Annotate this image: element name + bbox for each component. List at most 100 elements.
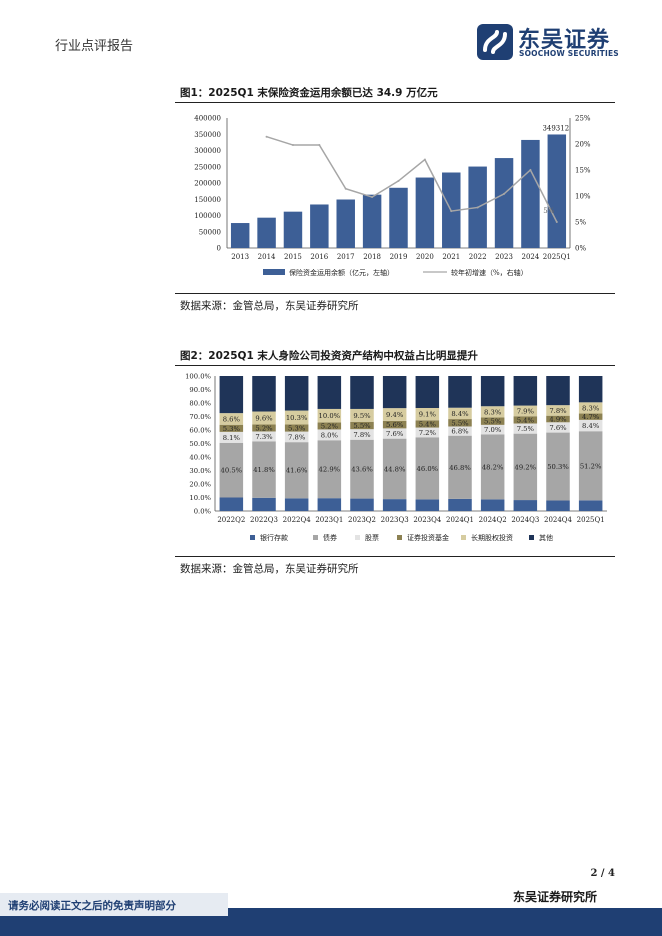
- legend-label: 长期股权投资: [471, 533, 513, 542]
- segment-label: 5.5%: [451, 419, 469, 427]
- stack-segment: [284, 498, 309, 511]
- stack-segment: [219, 413, 244, 425]
- stack-segment: [513, 433, 538, 501]
- x-tick-label: 2016: [310, 253, 328, 261]
- stack-segment: [252, 376, 276, 412]
- x-tick-label: 2024Q4: [544, 516, 573, 524]
- stack-segment: [284, 424, 309, 432]
- stack-segment: [284, 410, 309, 425]
- x-tick-label: 2024: [522, 253, 540, 261]
- x-tick-label: 2022Q3: [250, 516, 278, 524]
- growth-point: [371, 196, 374, 199]
- legend-swatch: [529, 535, 534, 540]
- segment-label: 7.2%: [419, 429, 437, 437]
- segment-label: 8.1%: [223, 434, 241, 442]
- y-left-tick-label: 150000: [194, 196, 221, 204]
- stack-segment: [513, 405, 538, 417]
- stack-segment: [480, 406, 505, 418]
- y-right-tick-label: 0%: [575, 245, 586, 253]
- segment-label: 40.5%: [221, 467, 243, 475]
- legend-label-line: 较年初增速（%，右轴）: [451, 268, 528, 277]
- segment-label: 41.6%: [286, 467, 308, 475]
- stack-segment: [317, 408, 342, 423]
- footer-tab: [0, 893, 228, 916]
- x-tick-label: 2025Q1: [577, 516, 605, 524]
- bar: [336, 199, 355, 248]
- segment-label: 7.0%: [484, 426, 502, 434]
- segment-label: 10.0%: [319, 412, 341, 420]
- figure1-source: 数据来源：金管总局，东吴证券研究所: [180, 300, 359, 312]
- y-tick-label: 60.0%: [189, 427, 211, 435]
- bar: [283, 211, 303, 248]
- segment-label: 5.3%: [288, 425, 306, 433]
- legend-label: 其他: [539, 533, 553, 542]
- segment-label: 49.2%: [515, 463, 537, 471]
- legend-swatch: [313, 535, 318, 540]
- stack-segment: [382, 438, 407, 500]
- segment-label: 4.7%: [582, 413, 600, 421]
- segment-label: 50.3%: [547, 463, 569, 471]
- x-tick-label: 2015: [284, 253, 302, 261]
- segment-label: 48.2%: [482, 463, 504, 471]
- figure1-bottom-rule: [175, 293, 615, 294]
- growth-point: [397, 179, 400, 182]
- growth-point: [450, 210, 453, 213]
- stack-segment: [252, 497, 276, 511]
- bar: [257, 217, 276, 248]
- x-tick-label: 2025Q1: [543, 253, 571, 261]
- bar: [494, 158, 514, 248]
- legend-label: 银行存款: [260, 533, 288, 542]
- logo-text-en: SOOCHOW SECURITIES: [519, 49, 619, 58]
- x-tick-label: 2018: [363, 253, 381, 261]
- segment-label: 5.5%: [484, 418, 502, 426]
- bar: [389, 187, 408, 248]
- segment-label: 8.6%: [223, 415, 241, 423]
- y-right-tick-label: 10%: [575, 193, 591, 201]
- legend-swatch: [250, 535, 255, 540]
- y-tick-label: 90.0%: [189, 386, 211, 394]
- stack-segment: [546, 376, 570, 406]
- segment-label: 5.2%: [321, 422, 339, 430]
- y-tick-label: 20.0%: [189, 481, 211, 489]
- bar: [310, 204, 329, 248]
- stack-segment: [252, 441, 276, 498]
- y-left-tick-label: 250000: [194, 163, 221, 171]
- y-left-tick-label: 350000: [194, 131, 221, 139]
- stack-segment: [317, 498, 342, 511]
- segment-label: 5.2%: [255, 424, 273, 432]
- stack-segment: [415, 407, 440, 421]
- stack-segment: [546, 432, 570, 501]
- stack-segment: [284, 442, 309, 499]
- stack-segment: [448, 435, 472, 499]
- stack-segment: [480, 376, 505, 407]
- y-tick-label: 70.0%: [189, 413, 211, 421]
- stack-segment: [448, 498, 472, 511]
- segment-label: 5.6%: [386, 421, 404, 429]
- stack-segment: [350, 376, 374, 409]
- y-tick-label: 30.0%: [189, 467, 211, 475]
- segment-label: 46.0%: [417, 465, 439, 473]
- segment-label: 9.6%: [255, 414, 273, 422]
- legend-label-bar: 保险资金运用余额（亿元，左轴）: [289, 268, 394, 277]
- x-tick-label: 2024Q1: [446, 516, 474, 524]
- segment-label: 7.5%: [517, 425, 535, 433]
- growth-point: [265, 135, 268, 138]
- stack-segment: [415, 420, 440, 428]
- footer-disclaimer: 请务必阅读正文之后的免责声明部分: [8, 900, 176, 912]
- segment-label: 8.3%: [582, 404, 600, 412]
- growth-point: [423, 158, 426, 161]
- stack-segment: [350, 429, 374, 440]
- y-tick-label: 0.0%: [194, 508, 212, 516]
- stack-segment: [578, 413, 603, 420]
- stack-segment: [480, 424, 505, 435]
- x-tick-label: 2020: [416, 253, 434, 261]
- growth-point: [476, 206, 479, 209]
- stack-segment: [513, 423, 538, 434]
- stack-segment: [350, 408, 374, 422]
- stack-segment: [350, 498, 374, 511]
- segment-label: 5.3%: [223, 425, 241, 433]
- segment-label: 9.5%: [353, 412, 371, 420]
- bar: [521, 139, 540, 248]
- chart-asset-structure: 0.0% 10.0% 20.0% 30.0% 40.0% 50.0% 60.0% 70.0% 8…: [185, 373, 607, 542]
- stack-segment: [415, 499, 440, 511]
